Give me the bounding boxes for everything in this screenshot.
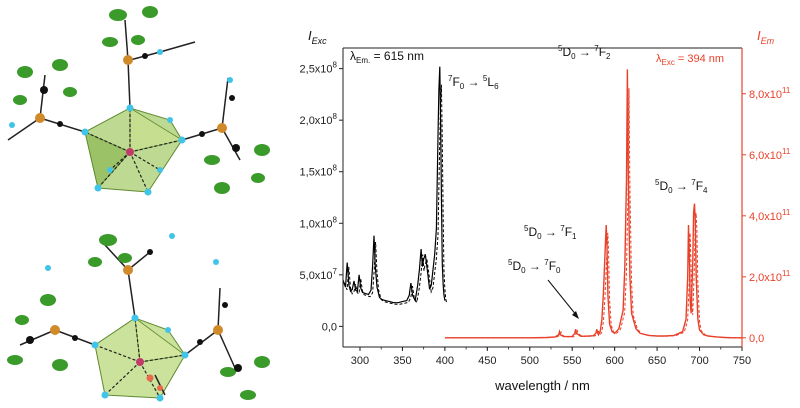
right-tick-label: 4,0x1011 <box>749 208 791 223</box>
right-tick-label: 6,0x1011 <box>749 147 791 162</box>
x-axis-title: wavelength / nm <box>494 378 590 393</box>
series-line-emission-dashed <box>446 88 744 339</box>
left-tick-label: 1,0x108 <box>300 215 338 230</box>
right-tick-label: 0,0 <box>749 333 764 345</box>
transition-7f0-arrow <box>547 279 578 317</box>
bottom-metal-center <box>136 358 144 366</box>
transition-label-7f4: 5D0 → 7F4 <box>655 178 708 195</box>
transition-label-7f2: 5D0 → 7F2 <box>558 44 611 61</box>
x-tick-label: 500 <box>521 355 539 367</box>
series-line-emission <box>444 69 742 339</box>
right-axis-title: IEm <box>757 28 775 46</box>
molecular-structures-figure <box>7 6 270 402</box>
bottom-complex-structure <box>7 233 270 402</box>
top-metal-center <box>126 148 134 156</box>
transition-7f0-arrowhead <box>572 311 579 319</box>
annotations: λEm. = 615 nm λExc = 394 nm 7F0 → 5L6 5D0 →… <box>350 44 724 319</box>
left-tick-label: 2,0x108 <box>300 112 338 127</box>
left-tick-label: 0,0 <box>322 321 337 333</box>
series-line-excitation <box>342 66 446 304</box>
top-complex-structure <box>7 6 270 196</box>
x-tick-label: 450 <box>478 355 496 367</box>
x-tick-label: 550 <box>563 355 581 367</box>
left-tick-label: 5,0x107 <box>300 267 338 282</box>
right-tick-label: 2,0x1011 <box>749 269 791 284</box>
right-tick-label: 8,0x1011 <box>749 86 791 101</box>
lambda-exc-annotation: λExc = 394 nm <box>656 53 724 67</box>
series-line-excitation-dashed <box>344 84 447 305</box>
left-axis-title: IExc <box>308 28 327 46</box>
left-tick-label: 1,5x108 <box>300 164 338 179</box>
x-tick-label: 400 <box>436 355 454 367</box>
transition-label-7f0: 5D0 → 7F0 <box>508 258 561 275</box>
plot-area <box>342 66 744 339</box>
top-polyhedron-face-2 <box>84 131 131 189</box>
x-tick-label: 600 <box>605 355 623 367</box>
axis-labels: 300 350 400 450 500 550 600 650 700 750 0,0 5,0x107… <box>300 28 791 393</box>
x-tick-label: 700 <box>690 355 708 367</box>
x-tick-label: 300 <box>351 355 369 367</box>
x-tick-label: 750 <box>733 355 751 367</box>
left-tick-label: 2,5x108 <box>300 61 338 76</box>
x-tick-label: 650 <box>648 355 666 367</box>
excitation-transition-label: 7F0 → 5L6 <box>448 74 499 91</box>
lambda-em-annotation: λEm. = 615 nm <box>350 49 424 65</box>
axes <box>339 47 746 351</box>
transition-label-7f1: 5D0 → 7F1 <box>524 224 577 241</box>
x-tick-label: 350 <box>393 355 411 367</box>
